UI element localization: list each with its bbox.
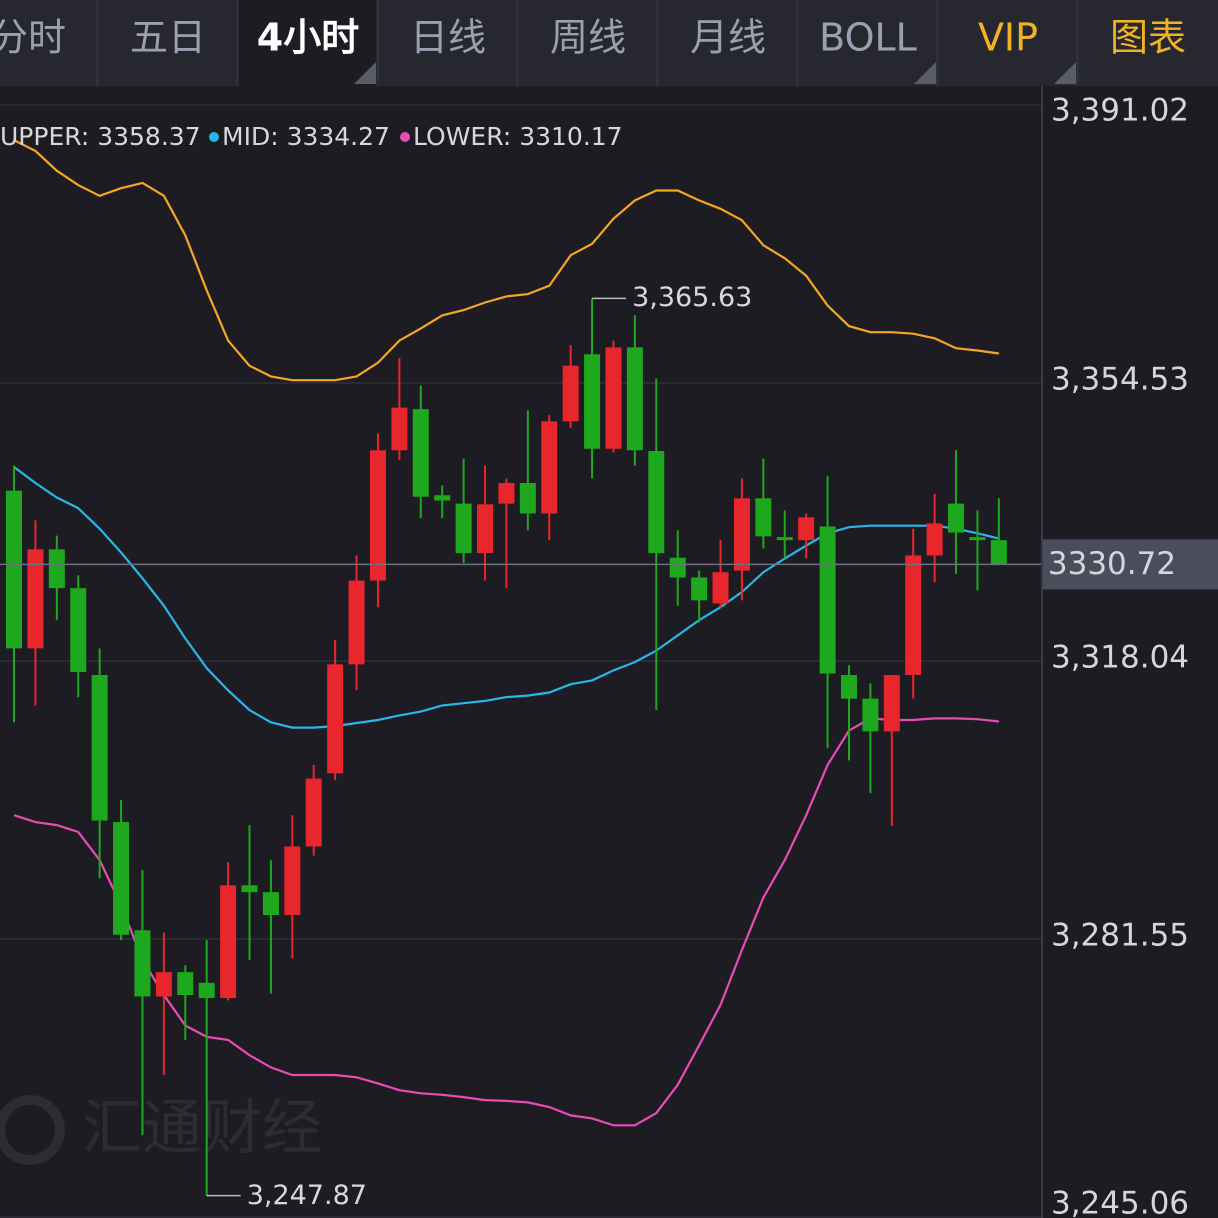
tab-background[interactable]	[378, 0, 517, 86]
candle-body	[840, 675, 857, 699]
candle-body	[48, 549, 65, 589]
boll-line	[13, 717, 1000, 1127]
tab-menu-indicator	[354, 62, 376, 84]
candle-body	[605, 347, 622, 449]
candle-body	[562, 365, 579, 422]
candle-body	[412, 409, 429, 497]
candle-body	[27, 549, 44, 649]
legend-label: UPPER: 3358.37	[0, 122, 201, 151]
candle-body	[155, 972, 172, 997]
watermark-group: 汇通财经	[0, 1094, 322, 1165]
candle-body	[733, 498, 750, 571]
candle-body	[969, 537, 986, 541]
candle-body	[434, 495, 451, 501]
candle-body	[455, 503, 472, 554]
tab-background[interactable]	[798, 0, 937, 86]
candle-body	[134, 930, 151, 997]
candle-body	[990, 540, 1007, 565]
tab-label[interactable]: 周线	[550, 16, 626, 60]
watermark-text: 汇通财经	[82, 1094, 322, 1164]
candle-body	[198, 982, 215, 999]
candle-body	[498, 483, 515, 504]
annotation-label: 3,247.87	[247, 1180, 367, 1211]
candle-body	[327, 664, 344, 774]
candle-body	[626, 347, 643, 451]
y-axis: 3,391.02 3,354.53 3,318.04 3,281.55 3,245.06…	[1043, 93, 1218, 1218]
legend-label: LOWER: 3310.17	[413, 122, 623, 151]
candle-body	[477, 504, 494, 554]
candle-body	[948, 503, 965, 533]
tab-background[interactable]	[238, 0, 377, 86]
candle-body	[883, 675, 900, 732]
candle-body	[669, 557, 686, 578]
candle-body	[541, 421, 558, 514]
y-tick-label: 3,318.04	[1051, 640, 1189, 676]
tab-background[interactable]	[0, 0, 97, 86]
y-tick-label: 3,391.02	[1051, 93, 1189, 129]
candle-body	[691, 577, 708, 601]
candle-body	[70, 588, 87, 672]
candle-body	[369, 450, 386, 581]
current-price-box	[1043, 539, 1218, 590]
tab-background[interactable]	[938, 0, 1077, 86]
candle-body	[284, 846, 301, 916]
tab-label[interactable]: 日线	[410, 16, 486, 60]
candle-body	[862, 698, 879, 732]
candle-body	[220, 885, 237, 999]
tab-label[interactable]: VIP	[978, 16, 1038, 60]
candle-body	[262, 892, 279, 916]
candle-body	[905, 555, 922, 676]
candle-body	[798, 517, 815, 541]
tab-background[interactable]	[1078, 0, 1217, 86]
y-tick-label: 3,354.53	[1051, 362, 1189, 398]
tab-background[interactable]	[98, 0, 237, 86]
legend-dot	[400, 132, 410, 142]
current-price-label: 3330.72	[1048, 546, 1176, 582]
boll-line	[13, 139, 1000, 382]
candle-body	[91, 675, 108, 821]
candle-body	[926, 523, 943, 556]
watermark-logo	[0, 1095, 65, 1165]
tab-background[interactable]	[518, 0, 657, 86]
y-tick-label: 3,245.06	[1051, 1186, 1189, 1218]
candle-body	[113, 822, 130, 935]
tab-label[interactable]: 图表	[1110, 16, 1186, 60]
candle-body	[584, 354, 601, 449]
legend-dot	[209, 132, 219, 142]
candle-body	[305, 778, 322, 847]
plot: 3,365.63 3,247.87 UPPER: 3358.37 MID: 3334.…	[0, 104, 1042, 1218]
candle-body	[241, 885, 258, 893]
tab-label[interactable]: 分时	[0, 16, 66, 60]
legend-label: MID: 3334.27	[222, 122, 390, 151]
candle-body	[519, 483, 536, 514]
candle-body	[6, 490, 22, 649]
tab-menu-indicator	[1054, 62, 1076, 84]
tab-group: 分时 五日 4小时 日线 周线 月线 BOLL VIP 图表	[0, 0, 1217, 86]
tab-label[interactable]: 五日	[130, 16, 206, 60]
tab-label[interactable]: 月线	[690, 16, 766, 60]
candle-body	[348, 580, 365, 665]
candle-body	[648, 451, 665, 554]
annotation-label: 3,365.63	[632, 282, 752, 313]
tab-background[interactable]	[658, 0, 797, 86]
tab-label[interactable]: 4小时	[257, 16, 359, 60]
tab-menu-indicator	[914, 62, 936, 84]
candle-body	[755, 498, 772, 537]
candle-body	[712, 572, 729, 604]
candle-body	[776, 537, 793, 541]
candle-body	[177, 972, 194, 995]
y-tick-label: 3,281.55	[1051, 918, 1189, 954]
tab-label[interactable]: BOLL	[819, 16, 917, 60]
candle-body	[819, 526, 836, 674]
candle-body	[391, 407, 408, 451]
